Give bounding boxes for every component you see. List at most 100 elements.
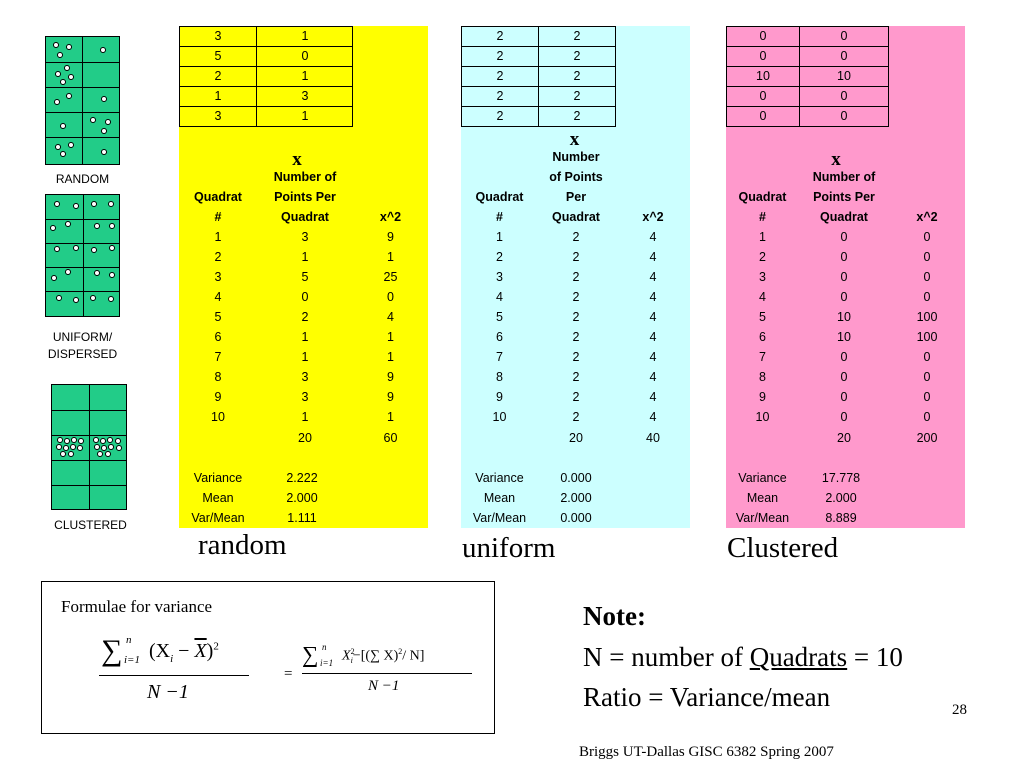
table-cell: 10	[727, 67, 800, 87]
table-row: 10 2 4	[492, 410, 657, 424]
note-line-quadrats: N = number of Quadrats = 10	[583, 642, 903, 672]
table-cell: 0	[727, 107, 800, 126]
table-cell: 2	[462, 47, 539, 67]
stat-row: Variance 2.222	[193, 471, 318, 485]
variance-formula-definitional: ∑ n i=1 (Xi − X)2 N −1	[99, 630, 251, 712]
table-row: 5 10 100	[759, 310, 938, 324]
table-cell: 0	[800, 27, 888, 47]
table-cell: 3	[180, 107, 257, 126]
variance-formula-box: Formulae for variance ∑ n i=1 (Xi − X)2 …	[41, 581, 495, 734]
x-squared-header: x^2	[379, 210, 402, 224]
table-cell: 0	[840, 109, 848, 123]
uniform-diagram-label: UNIFORM/ DISPERSED	[47, 330, 118, 361]
stat-row: Var/Mean 1.111	[191, 511, 317, 525]
uniform-data-panel: 2 2 2 2 2 2 2 2 2 2 x Number of Points Per…	[461, 26, 690, 528]
clustered-grid-diagram	[51, 384, 127, 510]
table-cell: 10	[800, 67, 888, 87]
table-cell: 1	[257, 67, 353, 87]
footer-credit: Briggs UT-Dallas GISC 6382 Spring 2007	[579, 744, 834, 760]
table-cell: 3	[257, 87, 353, 107]
stat-row: Mean 2.000	[746, 491, 857, 505]
points-header: Number of Points Per Quadrat	[812, 170, 876, 224]
totals-row: 20 40	[569, 431, 660, 445]
table-cell: 0	[257, 47, 353, 67]
table-cell: 0	[727, 27, 800, 47]
table-cell: 2	[539, 27, 615, 47]
uniform-quadrat-counts-table: 2 2 2 2 2 2 2 2 2 2	[461, 26, 616, 127]
random-grid-diagram	[45, 36, 120, 165]
quadrat-header: Quadrat #	[194, 190, 242, 224]
random-label: random	[198, 529, 287, 561]
x-squared-header: x^2	[916, 210, 938, 224]
table-cell: 1	[180, 87, 257, 107]
stat-row: Var/Mean 0.000	[472, 511, 592, 525]
random-quadrat-counts-table: 3 1 5 0 2 1 1 3 3 1	[179, 26, 353, 127]
uniform-grid-diagram	[45, 194, 120, 317]
clustered-quadrat-counts-table: 0 0 0 0 10 10 0 0 0 0	[726, 26, 889, 127]
table-row: 3 5 25	[214, 270, 398, 284]
stat-row: Variance 17.778	[738, 471, 861, 485]
table-cell: 0	[727, 47, 800, 67]
stat-row: Mean 2.000	[202, 491, 318, 505]
table-cell: 2	[462, 107, 539, 126]
table-cell: 2	[573, 109, 581, 123]
note-title: Note:	[583, 601, 646, 631]
x-symbol: x	[569, 129, 580, 150]
stat-row: Variance 0.000	[475, 471, 592, 485]
stat-row: Var/Mean 8.889	[735, 511, 857, 525]
quadrat-header: Quadrat #	[475, 190, 524, 224]
totals-row: 20 60	[298, 431, 398, 445]
uniform-label: uniform	[462, 532, 556, 564]
quadrat-header: Quadrat #	[738, 190, 787, 224]
table-row: 10 1 1	[211, 410, 394, 424]
clustered-label: Clustered	[727, 532, 839, 564]
table-cell: 2	[462, 27, 539, 47]
table-cell: 1	[301, 109, 309, 123]
totals-row: 20 200	[837, 431, 938, 445]
page-number: 28	[952, 702, 967, 718]
clustered-data-panel: 0 0 0 0 10 10 0 0 0 0 x Number of Points …	[726, 26, 965, 528]
x-symbol: x	[292, 149, 302, 170]
points-header: Number of Points Per Quadrat	[273, 170, 337, 224]
table-cell: 2	[539, 87, 615, 107]
table-row: 10 0 0	[755, 410, 931, 424]
table-cell: 2	[539, 67, 615, 87]
table-cell: 2	[539, 47, 615, 67]
x-symbol: x	[831, 149, 841, 170]
table-cell: 5	[180, 47, 257, 67]
points-header: Number of Points Per Quadrat	[549, 150, 603, 224]
random-diagram-label: RANDOM	[55, 172, 110, 186]
table-cell: 0	[800, 47, 888, 67]
table-cell: 2	[180, 67, 257, 87]
note-line-ratio: Ratio = Variance/mean	[583, 682, 831, 712]
quadrats-link[interactable]: Quadrats	[749, 642, 848, 672]
random-data-panel: 3 1 5 0 2 1 1 3 3 1 x Number of Points Pe…	[179, 26, 428, 528]
table-cell: 3	[180, 27, 257, 47]
clustered-diagram-label: CLUSTERED	[54, 518, 127, 532]
table-row: 6 10 100	[759, 330, 938, 344]
table-cell: 2	[462, 67, 539, 87]
table-cell: 0	[727, 87, 800, 107]
x-squared-header: x^2	[642, 210, 664, 224]
